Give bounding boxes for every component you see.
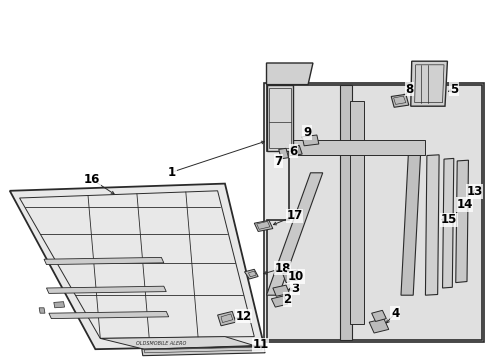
Polygon shape — [290, 145, 302, 156]
Polygon shape — [264, 83, 483, 342]
Polygon shape — [254, 220, 272, 231]
Polygon shape — [244, 269, 258, 279]
Text: 10: 10 — [287, 270, 304, 283]
Text: 6: 6 — [289, 145, 297, 158]
Text: 2: 2 — [283, 293, 291, 306]
Text: 12: 12 — [235, 310, 251, 323]
Text: 4: 4 — [390, 307, 398, 320]
Text: 9: 9 — [303, 126, 310, 139]
Polygon shape — [288, 140, 425, 155]
Text: 16: 16 — [83, 173, 100, 186]
Polygon shape — [278, 148, 288, 159]
Text: 8: 8 — [405, 83, 413, 96]
Text: 5: 5 — [449, 83, 457, 96]
Polygon shape — [266, 173, 322, 295]
Polygon shape — [142, 346, 264, 356]
Polygon shape — [390, 94, 408, 107]
Text: OLDSMOBILE ALERO: OLDSMOBILE ALERO — [136, 341, 186, 346]
Polygon shape — [44, 257, 163, 265]
Text: 13: 13 — [465, 185, 482, 198]
Polygon shape — [10, 184, 264, 349]
Text: 11: 11 — [252, 338, 268, 351]
Polygon shape — [302, 135, 318, 146]
Polygon shape — [266, 85, 481, 340]
Polygon shape — [266, 85, 293, 151]
Text: 15: 15 — [440, 213, 456, 226]
Polygon shape — [442, 158, 453, 288]
Polygon shape — [49, 311, 168, 319]
Polygon shape — [217, 311, 235, 326]
Text: 3: 3 — [290, 282, 298, 294]
Polygon shape — [410, 61, 447, 106]
Text: 7: 7 — [274, 155, 282, 168]
Polygon shape — [371, 310, 386, 321]
Polygon shape — [282, 270, 300, 283]
Polygon shape — [266, 63, 312, 85]
Polygon shape — [339, 85, 351, 340]
Polygon shape — [400, 155, 420, 295]
Polygon shape — [368, 319, 388, 333]
Polygon shape — [271, 296, 287, 307]
Polygon shape — [100, 337, 254, 349]
Text: 18: 18 — [274, 262, 290, 275]
Polygon shape — [46, 286, 166, 293]
Polygon shape — [272, 285, 289, 296]
Text: 14: 14 — [455, 198, 472, 211]
Text: 17: 17 — [285, 210, 302, 222]
Text: 1: 1 — [168, 166, 176, 179]
Polygon shape — [425, 155, 438, 295]
Polygon shape — [455, 160, 468, 283]
Polygon shape — [54, 302, 64, 308]
Polygon shape — [39, 308, 45, 313]
Polygon shape — [349, 101, 364, 324]
